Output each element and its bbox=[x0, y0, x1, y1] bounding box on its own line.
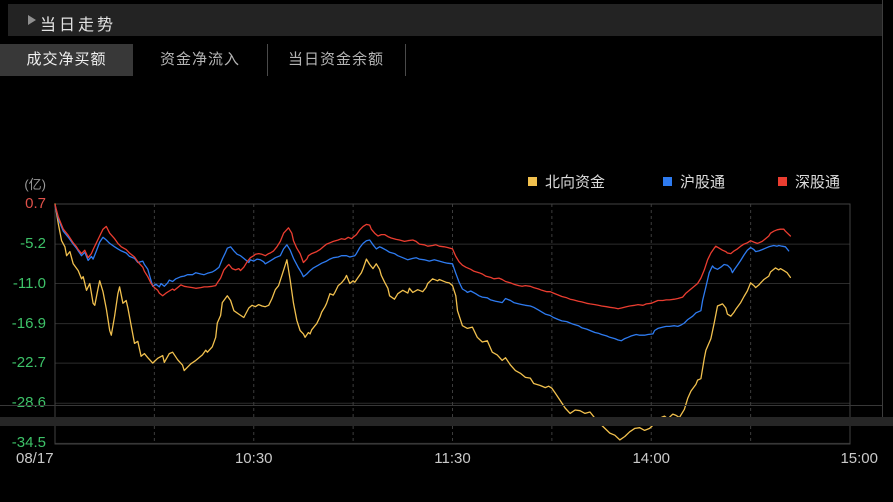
series-line bbox=[54, 203, 792, 441]
panel-titlebar: 当日走势 bbox=[8, 4, 882, 36]
legend-swatch-icon bbox=[663, 176, 672, 186]
legend-label: 沪股通 bbox=[680, 173, 726, 191]
y-axis-unit-label: (亿) bbox=[24, 177, 46, 192]
y-tick-label: -16.9 bbox=[11, 314, 46, 332]
collapse-arrow-icon[interactable] bbox=[28, 15, 36, 25]
y-tick-label: 0.7 bbox=[25, 195, 46, 212]
x-tick-label: 11:30 bbox=[434, 450, 471, 467]
y-tick-label: -11.0 bbox=[12, 274, 46, 292]
y-tick-label: -28.6 bbox=[11, 394, 46, 412]
tab-net-buy-amount[interactable]: 成交净买额 bbox=[0, 44, 133, 76]
x-tick-label: 15:00 bbox=[840, 450, 878, 467]
legend-item[interactable]: 深股通 bbox=[778, 172, 841, 191]
x-tick-label: 10:30 bbox=[234, 450, 273, 467]
legend-label: 北向资金 bbox=[545, 173, 606, 191]
panel-title: 当日走势 bbox=[40, 17, 117, 34]
bottom-separator bbox=[0, 405, 882, 406]
legend-item[interactable]: 沪股通 bbox=[663, 172, 726, 191]
y-tick-label: -22.7 bbox=[11, 354, 46, 372]
tab-net-inflow[interactable]: 资金净流入 bbox=[133, 44, 268, 76]
legend-swatch-icon bbox=[778, 176, 787, 186]
legend-item[interactable]: 北向资金 bbox=[528, 172, 606, 191]
chart-panel: (亿) 0.7 -5.2 -11.0 -16.9 -22.7 -28.6 -34.5 08/… bbox=[0, 76, 893, 467]
series-line bbox=[54, 204, 790, 342]
y-tick-label: -5.2 bbox=[20, 235, 46, 253]
bottom-bar bbox=[0, 417, 893, 426]
x-tick-label: 08/17 bbox=[16, 450, 54, 467]
x-tick-label: 14:00 bbox=[632, 450, 671, 467]
y-tick-label: -34.5 bbox=[11, 434, 46, 452]
trend-line-chart[interactable] bbox=[0, 76, 893, 502]
series-line bbox=[54, 204, 792, 310]
panel-right-border bbox=[882, 0, 883, 426]
legend-label: 深股通 bbox=[795, 173, 841, 191]
legend-swatch-icon bbox=[528, 176, 537, 186]
tab-daily-balance[interactable]: 当日资金余额 bbox=[267, 44, 406, 76]
tab-bar: 成交净买额 资金净流入 当日资金余额 bbox=[0, 44, 893, 76]
